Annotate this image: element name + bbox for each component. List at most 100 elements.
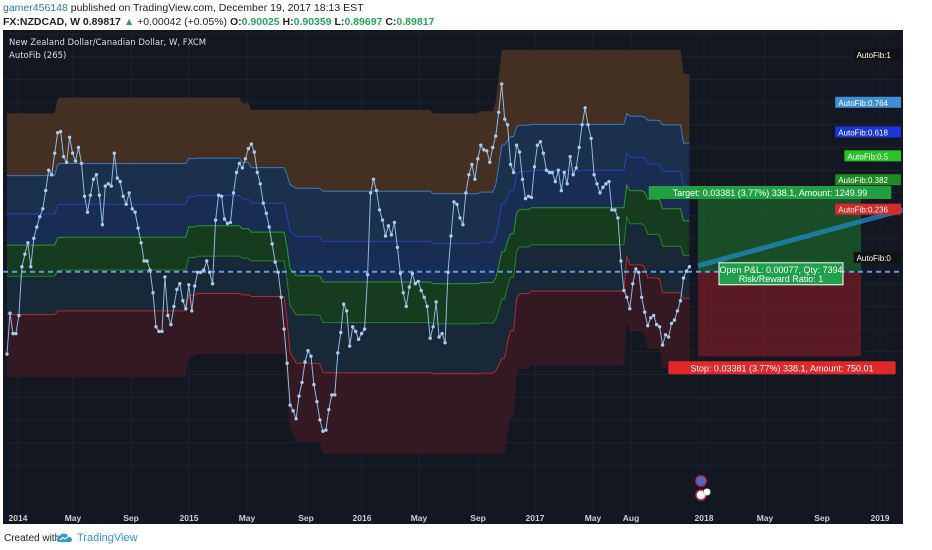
price-point (634, 267, 638, 271)
chart-area[interactable]: Target: 0.03381 (3.77%) 338.1, Amount: 1… (3, 29, 932, 524)
autofib-level-label: AutoFib:0.618 (835, 126, 901, 138)
price-point (500, 82, 504, 86)
price-point (106, 182, 111, 186)
price-point (404, 304, 408, 309)
price-point (517, 150, 522, 154)
price-point (231, 191, 236, 195)
price-point (505, 123, 510, 127)
stop-zone[interactable] (698, 271, 861, 357)
price-point (529, 195, 534, 200)
price-point (207, 270, 212, 274)
price-point (29, 265, 33, 269)
price-point (362, 327, 367, 331)
price-point (178, 282, 182, 286)
price-point (657, 325, 662, 329)
price-point (88, 193, 93, 197)
price-point (219, 194, 224, 198)
target-label[interactable]: Target: 0.03381 (3.77%) 338.1, Amount: 1… (648, 186, 892, 199)
price-point (103, 184, 108, 188)
price-point (583, 106, 587, 110)
autofib-level-label: AutoFib:0.236 (835, 203, 901, 215)
price-point (348, 344, 352, 348)
price-point (598, 191, 602, 195)
price-point (467, 173, 471, 177)
price-point (547, 170, 552, 175)
price-point (330, 393, 334, 397)
price-point (184, 307, 188, 311)
price-point (243, 157, 248, 161)
price-point (190, 309, 194, 313)
price-point (252, 150, 256, 154)
price-point (622, 288, 626, 293)
price-point (398, 271, 403, 276)
price-point (228, 220, 233, 225)
price-point (255, 170, 259, 175)
symbol-quote-line: FX:NZDCAD, W 0.89817 ▲ +0.00042 (+0.05%)… (3, 16, 434, 28)
price-point (535, 143, 540, 147)
price-point (514, 143, 519, 147)
tradingview-label: TradingView (77, 532, 138, 544)
price-point (32, 236, 36, 240)
price-point (213, 218, 218, 222)
price-point (118, 179, 122, 184)
price-point (163, 275, 167, 279)
price-point (687, 265, 692, 269)
tradingview-brand-link[interactable]: TradingView (56, 530, 138, 546)
price-point (443, 341, 447, 345)
price-point (318, 418, 322, 422)
price-point (640, 295, 644, 299)
event-flag-icon[interactable] (695, 475, 707, 487)
price-point (649, 316, 653, 320)
price-point (44, 188, 48, 193)
low-value: 0.89697 (344, 16, 383, 28)
price-point (306, 349, 310, 353)
price-point (17, 313, 21, 318)
stop-label[interactable]: Stop: 0.03381 (3.77%) 338.1, Amount: 750… (668, 361, 896, 375)
price-point (401, 291, 405, 295)
time-axis-label: May (757, 513, 774, 523)
time-axis-label: May (585, 513, 602, 523)
price-point (112, 151, 117, 155)
author-link[interactable]: gamer456148 (3, 2, 68, 14)
price-point (288, 403, 292, 407)
svg-text:AutoFib:0.236: AutoFib:0.236 (838, 206, 888, 215)
price-point (586, 123, 590, 127)
price-point (425, 304, 429, 309)
open-pnl-box[interactable]: Open P&L: 0.00077, Qty: 7394Risk/Reward … (718, 262, 844, 286)
price-point (574, 166, 578, 170)
tradingview-cloud-icon (57, 533, 72, 542)
price-point (196, 270, 200, 274)
price-point (631, 282, 635, 286)
footer: Created with TradingView (0, 528, 932, 550)
price-point (58, 129, 63, 134)
price-point (321, 429, 325, 433)
price-point (654, 322, 659, 327)
last-price: 0.89817 (82, 16, 121, 28)
price-point (279, 295, 283, 299)
event-count-icon[interactable] (695, 488, 711, 501)
price-point (559, 188, 563, 193)
svg-text:AutoFib:0.618: AutoFib:0.618 (838, 128, 888, 137)
price-point (669, 321, 674, 326)
price-point (652, 313, 656, 318)
time-axis-label: Sep (470, 513, 486, 523)
price-point (297, 394, 301, 398)
price-chart[interactable]: Target: 0.03381 (3.77%) 338.1, Amount: 1… (3, 29, 932, 524)
price-point (109, 184, 114, 188)
high-key: H: (282, 16, 294, 28)
price-point (544, 168, 549, 172)
price-point (643, 310, 647, 314)
price-point (35, 225, 39, 229)
price-point (264, 211, 268, 215)
symbol-label[interactable]: FX:NZDCAD, W (3, 16, 80, 28)
price-point (14, 331, 18, 336)
price-point (23, 252, 27, 256)
price-point (368, 191, 373, 195)
price-point (300, 380, 304, 385)
price-point (342, 302, 346, 306)
price-point (607, 179, 611, 184)
price-point (580, 123, 584, 127)
price-point (130, 207, 134, 211)
price-point (20, 265, 24, 269)
price-point (26, 241, 30, 245)
